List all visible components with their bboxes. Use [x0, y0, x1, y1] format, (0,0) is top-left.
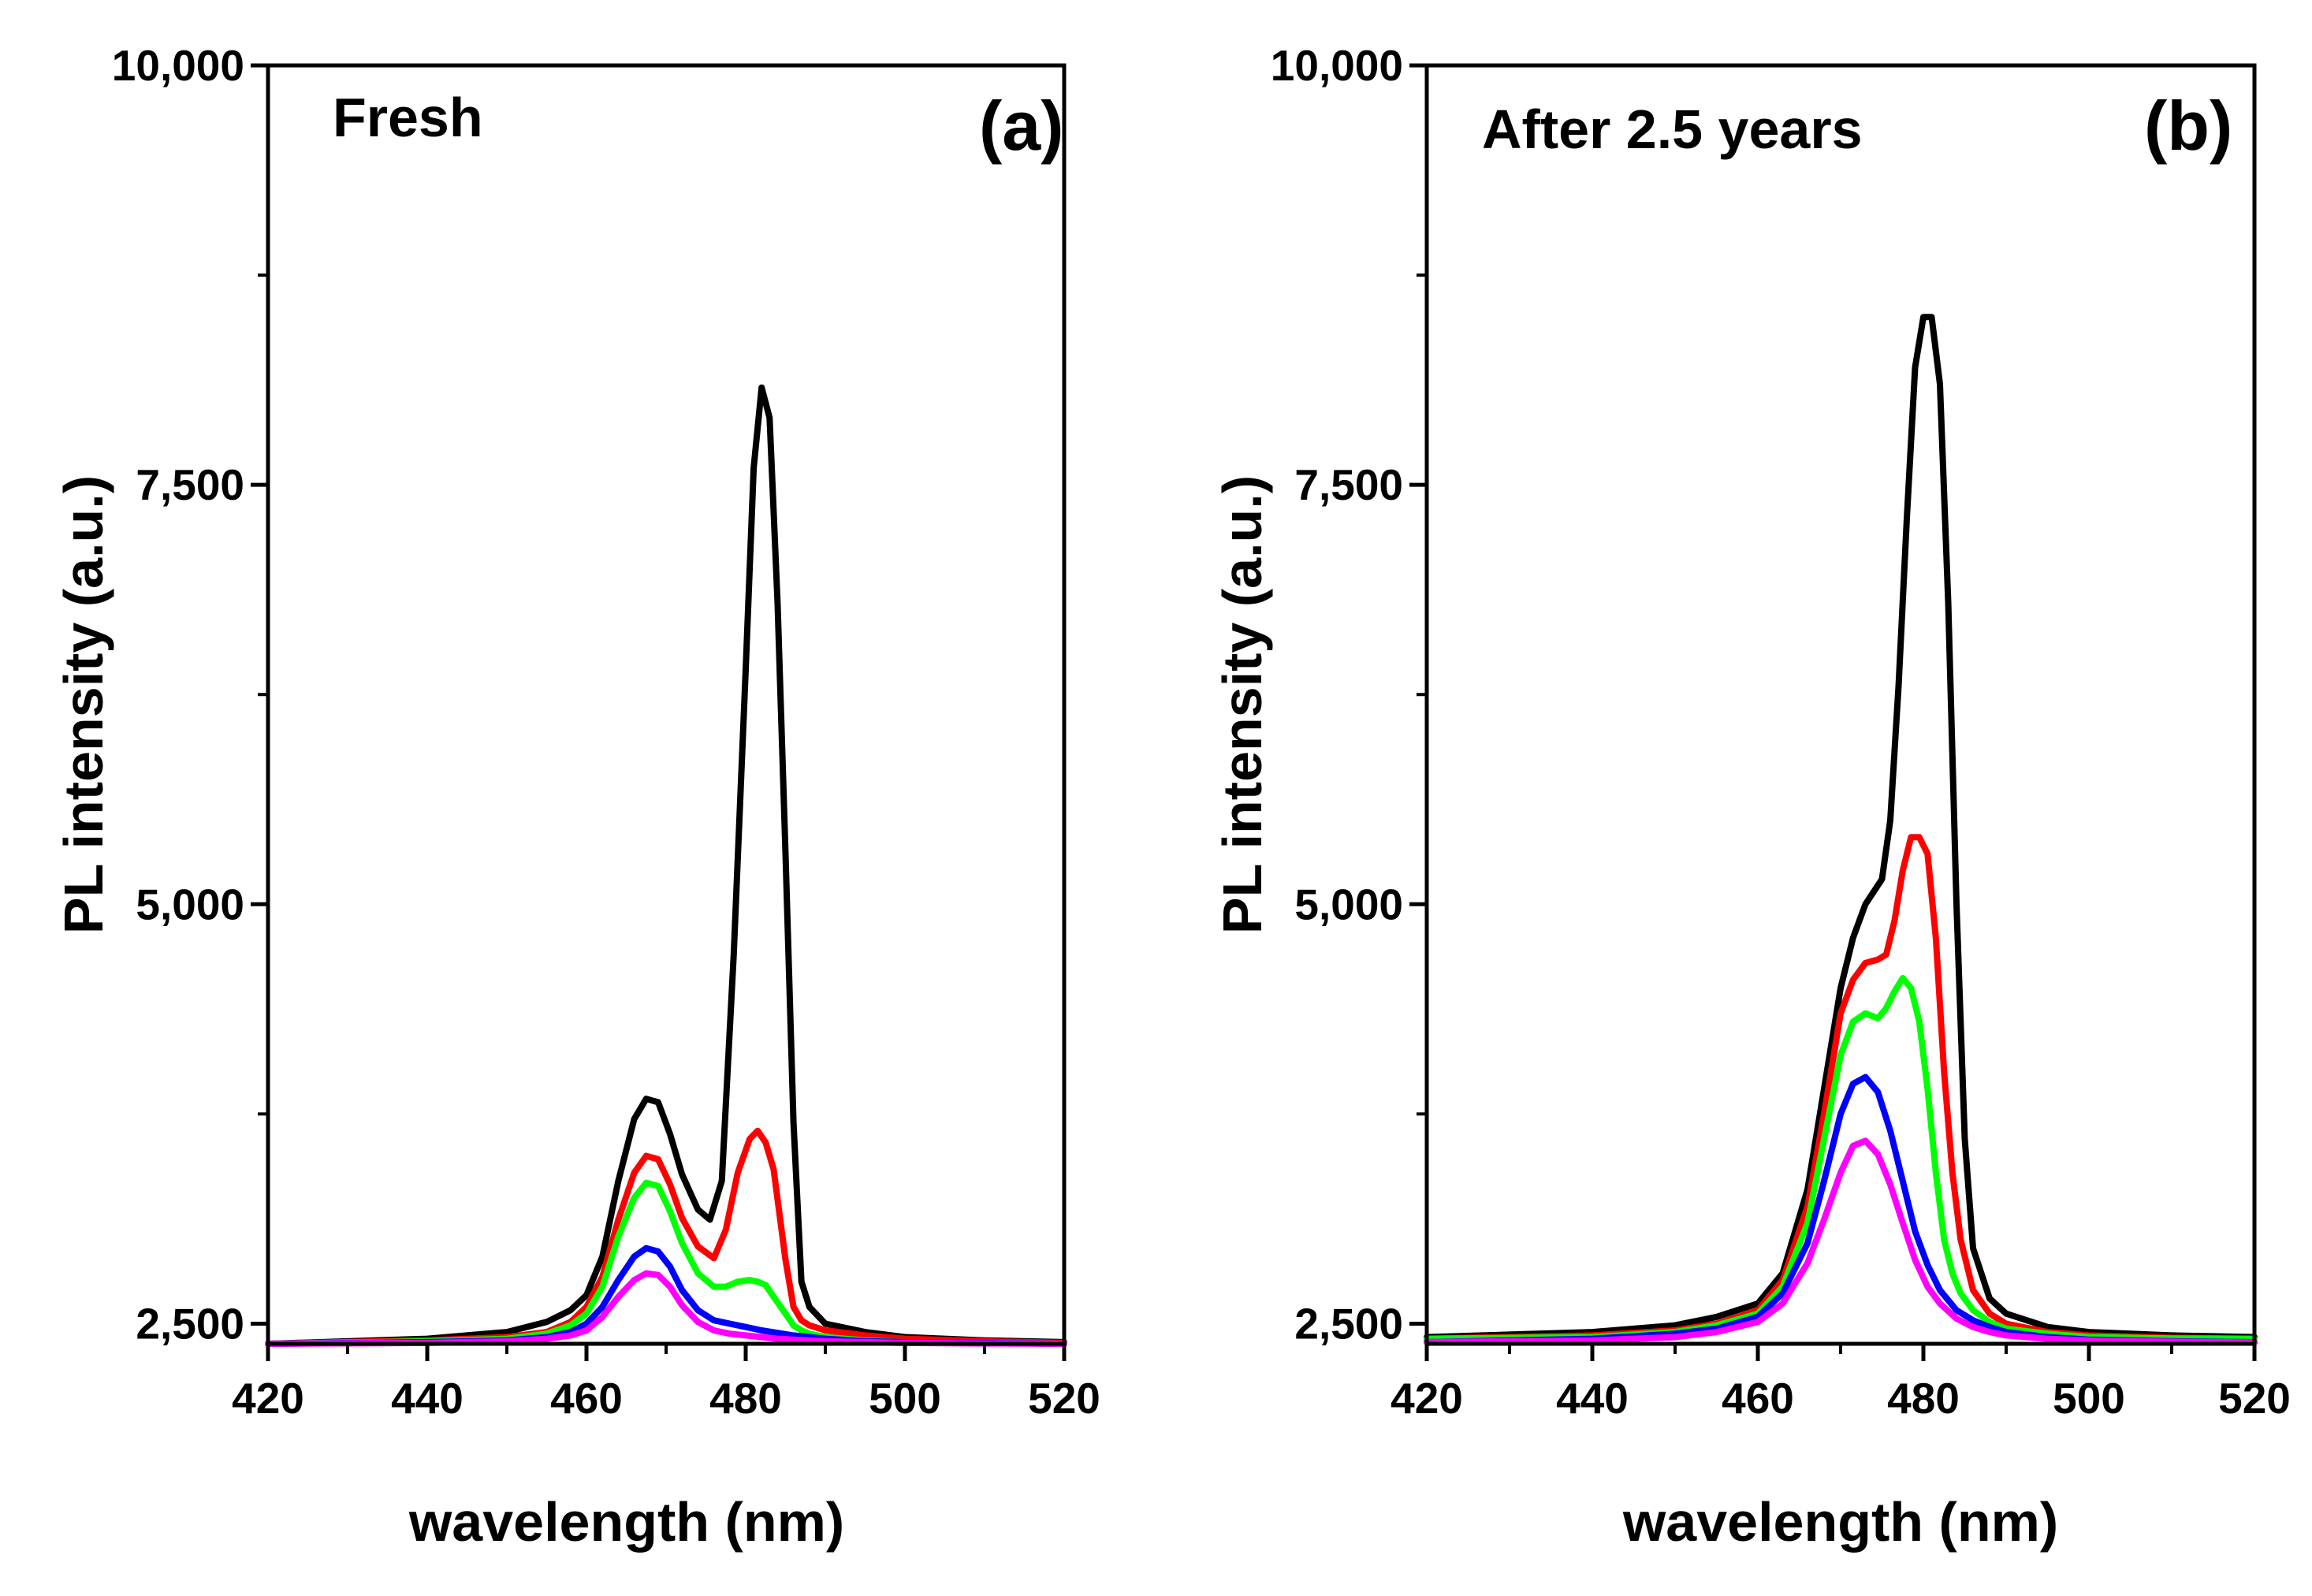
- panel-b-series-red: [1424, 834, 2258, 1342]
- panel-b-x-tick-label: 520: [2218, 1374, 2291, 1423]
- panel-a-series-black: [265, 384, 1067, 1347]
- panel-b-y-tick-label: 7,500: [1294, 460, 1403, 509]
- panel-a-x-ticks: [266, 1344, 1067, 1361]
- panel-a-y-tick-label: 5,000: [136, 880, 244, 928]
- panel-a-y-ticks: [251, 63, 268, 1326]
- panel-b-label: (b): [2144, 87, 2232, 165]
- panel-a: 420 440 460 480 500 520 2,500 5,000 7,500 10,000…: [53, 41, 1100, 1553]
- panel-b-y-tick-labels: 2,500 5,000 7,500 10,000: [1271, 41, 1403, 1348]
- panel-a-x-tick-label: 520: [1028, 1374, 1100, 1423]
- panel-b-x-tick-label: 480: [1887, 1374, 1960, 1423]
- panel-a-x-tick-label: 420: [232, 1374, 304, 1423]
- panel-a-y-tick-label: 2,500: [136, 1299, 244, 1348]
- panel-b-frame: [1424, 63, 2257, 1346]
- panel-a-series-red: [265, 1127, 1067, 1347]
- panel-b-x-axis-title: wavelength (nm): [1622, 1491, 2058, 1553]
- panel-b: 420 440 460 480 500 520 2,500 5,000 7,500 10,000…: [1212, 41, 2291, 1553]
- panel-b-series-blue: [1424, 1073, 2258, 1345]
- panel-a-annotation: Fresh: [333, 87, 483, 148]
- panel-b-y-ticks: [1409, 63, 1427, 1326]
- panel-b-x-ticks: [1424, 1344, 2257, 1361]
- panel-a-y-tick-label: 7,500: [136, 460, 244, 509]
- panel-a-x-tick-label: 500: [869, 1374, 941, 1423]
- panel-b-series: [1424, 314, 2258, 1346]
- panel-b-x-tick-label: 420: [1391, 1374, 1463, 1423]
- panel-a-y-axis-title: PL intensity (a.u.): [53, 475, 114, 934]
- panel-b-annotation: After 2.5 years: [1482, 99, 1863, 160]
- panel-a-x-tick-label: 480: [709, 1374, 782, 1423]
- panel-a-x-tick-label: 440: [391, 1374, 464, 1423]
- panel-a-frame: [266, 63, 1067, 1346]
- panel-a-series-magenta: [265, 1270, 1067, 1347]
- panel-b-x-tick-label: 440: [1556, 1374, 1629, 1423]
- panel-b-y-axis-title: PL intensity (a.u.): [1212, 475, 1273, 934]
- panel-b-y-tick-label: 2,500: [1294, 1299, 1403, 1348]
- panel-a-x-tick-label: 460: [550, 1374, 623, 1423]
- panel-b-series-magenta: [1424, 1137, 2258, 1346]
- panel-b-y-tick-label: 5,000: [1294, 880, 1403, 928]
- panel-b-x-tick-label: 460: [1722, 1374, 1794, 1423]
- panel-b-x-tick-label: 500: [2053, 1374, 2125, 1423]
- panel-b-y-tick-label: 10,000: [1271, 41, 1403, 90]
- panel-b-x-tick-labels: 420 440 460 480 500 520: [1391, 1374, 2291, 1423]
- panel-a-series-blue: [265, 1244, 1067, 1347]
- panel-b-series-black: [1424, 314, 2258, 1341]
- panel-a-x-axis-title: wavelength (nm): [408, 1491, 844, 1553]
- panel-a-y-tick-label: 10,000: [112, 41, 244, 90]
- panel-a-x-tick-labels: 420 440 460 480 500 520: [232, 1374, 1100, 1423]
- panel-a-y-tick-labels: 2,500 5,000 7,500 10,000: [112, 41, 244, 1348]
- panel-b-series-green: [1424, 975, 2258, 1342]
- panel-a-series: [265, 384, 1067, 1347]
- panel-a-label: (a): [979, 87, 1064, 165]
